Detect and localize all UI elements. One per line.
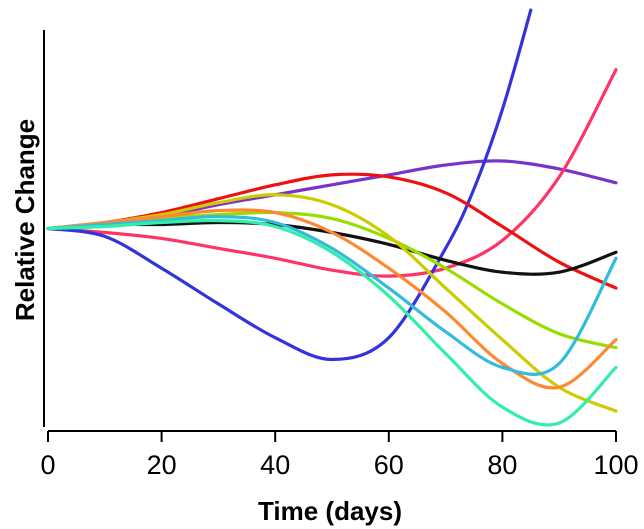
x-ticks-layer: 0 20 40 60 80 100 — [40, 431, 639, 480]
x-tick-label: 40 — [260, 450, 290, 480]
x-tick-label: 60 — [374, 450, 404, 480]
series-line-9 — [46, 214, 618, 376]
series-line-7 — [46, 193, 618, 413]
x-tick-label: 20 — [147, 450, 177, 480]
series-line-2 — [46, 68, 618, 278]
series-line-6 — [46, 210, 618, 350]
series-layer — [46, 8, 618, 427]
series-line-3 — [46, 8, 533, 362]
x-axis-title: Time (days) — [258, 496, 402, 526]
x-tick-label: 0 — [40, 450, 55, 480]
y-axis-title: Relative Change — [10, 119, 40, 321]
x-tick-label: 80 — [487, 450, 517, 480]
x-tick-label: 100 — [593, 450, 638, 480]
series-line-10 — [46, 218, 618, 427]
series-line-8 — [46, 208, 618, 390]
